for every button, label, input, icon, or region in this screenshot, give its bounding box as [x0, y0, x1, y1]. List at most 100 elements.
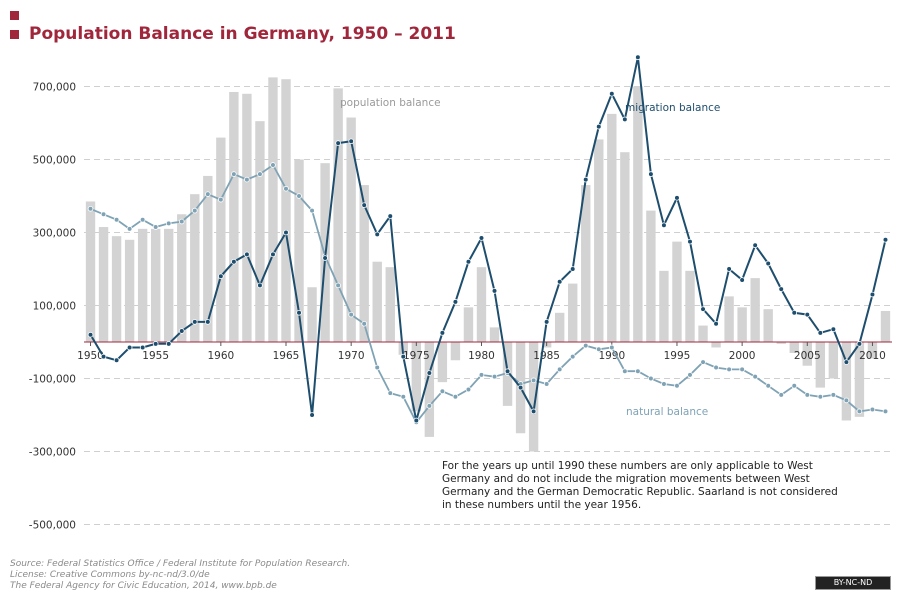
migration-balance-point: [882, 237, 889, 243]
migration-balance-point: [739, 277, 745, 283]
x-tick-label: 1980: [468, 350, 495, 362]
natural-balance-point: [582, 342, 589, 349]
y-tick-label: 700,000: [33, 82, 76, 94]
population-bar: [372, 261, 382, 342]
migration-balance-point: [804, 311, 811, 318]
migration-balance-point: [165, 341, 172, 347]
natural-balance-point: [348, 311, 354, 318]
population-bar: [789, 342, 799, 353]
natural-balance-point: [191, 207, 198, 214]
migration-balance-point: [530, 408, 537, 415]
population-bar: [463, 307, 474, 342]
population-bar: [111, 236, 122, 342]
title-row: Population Balance in Germany, 1950 – 20…: [10, 24, 456, 44]
natural-balance-point: [491, 373, 498, 380]
x-tick-label: 1995: [664, 350, 691, 362]
population-bar: [620, 152, 630, 342]
population-bar: [594, 139, 604, 342]
population-bar: [137, 228, 148, 342]
natural-balance-point: [674, 382, 680, 389]
population-bar: [216, 137, 226, 342]
population-bar: [685, 270, 695, 342]
population-bar: [255, 121, 265, 342]
migration-balance-point: [478, 235, 485, 241]
migration-balance-point: [765, 260, 771, 267]
chart-note: For the years up until 1990 these number…: [442, 460, 838, 511]
population-bar: [242, 93, 252, 342]
population-bar: [268, 77, 278, 342]
x-tick-label: 1970: [338, 350, 365, 362]
migration-balance-point: [830, 326, 837, 333]
natural-balance-point: [361, 320, 367, 327]
population-bar: [672, 241, 682, 342]
natural-balance-point: [778, 392, 785, 398]
x-tick-label: 1990: [598, 350, 625, 362]
source-footer: Source: Federal Statistics Office / Fede…: [10, 559, 350, 592]
migration-balance-point: [752, 242, 758, 249]
population-bar: [737, 307, 747, 342]
population-bar: [880, 310, 891, 342]
population-bar: [385, 267, 395, 342]
migration-balance-point: [139, 344, 146, 351]
publisher-line: The Federal Agency for Civic Education, …: [10, 581, 277, 591]
population-bar: [528, 342, 539, 452]
x-tick-label: 1955: [142, 350, 169, 362]
natural-balance-point: [752, 373, 758, 380]
migration-balance-point: [609, 91, 615, 97]
cc-license-badge[interactable]: BY-NC-ND: [815, 576, 891, 590]
population-bar: [776, 342, 786, 344]
migration-balance-point: [556, 278, 563, 285]
migration-balance-point: [257, 282, 263, 289]
migration-balance-point: [856, 341, 863, 347]
natural-balance-point: [700, 359, 706, 365]
population-bar: [346, 117, 356, 343]
natural-balance-point: [270, 162, 276, 168]
natural-balance-point: [178, 218, 185, 225]
natural-balance-point: [113, 216, 120, 223]
natural-balance-point: [595, 346, 602, 353]
migration-balance-point: [387, 213, 394, 219]
migration-balance-point: [191, 319, 198, 325]
migration-balance-point: [687, 238, 693, 245]
migration-balance-point: [569, 266, 576, 272]
natural-balance-point: [231, 171, 237, 177]
population-bar: [802, 342, 812, 366]
migration-balance-point: [517, 384, 524, 391]
title-marker-top: [10, 11, 19, 20]
migration-balance-point: [622, 116, 628, 123]
population-bar: [294, 159, 304, 342]
cc-badge-label: BY-NC-ND: [833, 578, 873, 587]
population-bar: [85, 201, 96, 342]
natural-balance-point: [465, 386, 472, 393]
natural-balance-point: [205, 191, 211, 197]
population-bar: [815, 342, 826, 388]
x-tick-label: 1950: [77, 350, 104, 362]
natural-balance-point: [530, 377, 537, 384]
natural-balance-point: [556, 366, 563, 373]
x-tick-label: 2010: [859, 350, 886, 362]
x-tick-label: 1985: [533, 350, 560, 362]
natural-balance-point: [843, 397, 850, 404]
population-bar: [450, 342, 461, 361]
population-bar: [698, 325, 708, 342]
natural-balance-point: [869, 406, 876, 413]
migration-balance-point: [178, 328, 185, 334]
x-tick-label: 1975: [403, 350, 430, 362]
migration-balance-point: [595, 123, 602, 130]
x-tick-label: 1960: [207, 350, 234, 362]
population-bar: [568, 283, 578, 342]
migration-balance-point: [218, 273, 224, 280]
natural-balance-point: [152, 224, 159, 230]
population-bar: [359, 185, 369, 342]
migration-balance-point: [296, 309, 302, 316]
population-bar: [607, 113, 617, 342]
population-bar: [177, 214, 187, 342]
migration-balance-point: [582, 176, 589, 183]
population-bar: [633, 86, 643, 342]
population-bar: [867, 342, 878, 359]
migration-balance-label: migration balance: [625, 102, 720, 114]
natural-balance-point: [622, 368, 628, 375]
population-bar: [711, 342, 721, 348]
population-bar: [437, 342, 448, 383]
y-tick-label: 500,000: [33, 155, 76, 167]
